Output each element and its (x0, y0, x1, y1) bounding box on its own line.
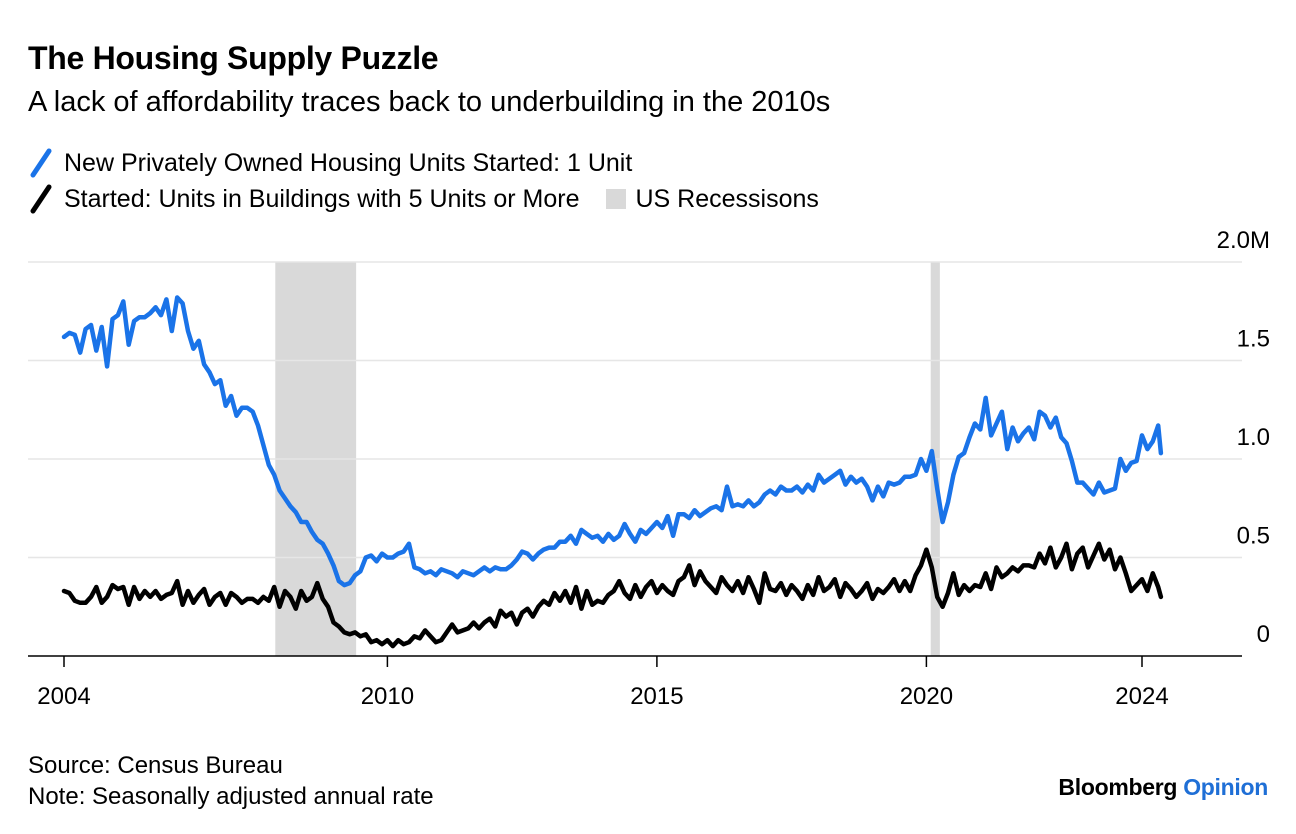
brand-section: Opinion (1183, 774, 1268, 800)
x-tick-label-4: 2024 (1115, 683, 1168, 710)
x-tick-label-0: 2004 (37, 683, 90, 710)
legend-item-recessions: US Recessisons (605, 184, 819, 214)
x-tick-label-1: 2010 (361, 683, 414, 710)
legend-item-single-unit: New Privately Owned Housing Units Starte… (30, 148, 632, 178)
y-tick-label-0: 0 (1257, 621, 1270, 648)
y-tick-label-4: 2.0M (1217, 227, 1270, 254)
blue-line-swatch-icon (30, 148, 52, 178)
y-tick-label-3: 1.5 (1237, 326, 1270, 353)
recession-swatch-icon (605, 189, 626, 209)
bloomberg-opinion-logo: Bloomberg Opinion (1058, 774, 1268, 801)
legend-label-single-unit: New Privately Owned Housing Units Starte… (64, 148, 633, 177)
legend-row-2: Started: Units in Buildings with 5 Units… (30, 182, 845, 216)
legend-row-1: New Privately Owned Housing Units Starte… (30, 146, 658, 180)
chart-subtitle: A lack of affordability traces back to u… (28, 86, 831, 118)
legend-label-recessions: US Recessisons (635, 184, 819, 213)
source-note: Source: Census Bureau (28, 752, 283, 779)
y-tick-label-2: 1.0 (1237, 424, 1270, 451)
series-line-single-unit (61, 295, 1164, 588)
seasonal-note: Note: Seasonally adjusted annual rate (28, 783, 434, 810)
legend-item-multi-unit: Started: Units in Buildings with 5 Units… (30, 184, 580, 214)
x-tick-label-3: 2020 (900, 683, 953, 710)
brand-name: Bloomberg (1058, 774, 1178, 800)
series-line-multi-unit (61, 541, 1164, 649)
legend-label-multi-unit: Started: Units in Buildings with 5 Units… (64, 184, 580, 213)
x-tick-label-2: 2015 (630, 683, 683, 710)
y-tick-label-1: 0.5 (1237, 523, 1270, 550)
chart-title: The Housing Supply Puzzle (28, 40, 439, 76)
black-line-swatch-icon (30, 184, 52, 214)
